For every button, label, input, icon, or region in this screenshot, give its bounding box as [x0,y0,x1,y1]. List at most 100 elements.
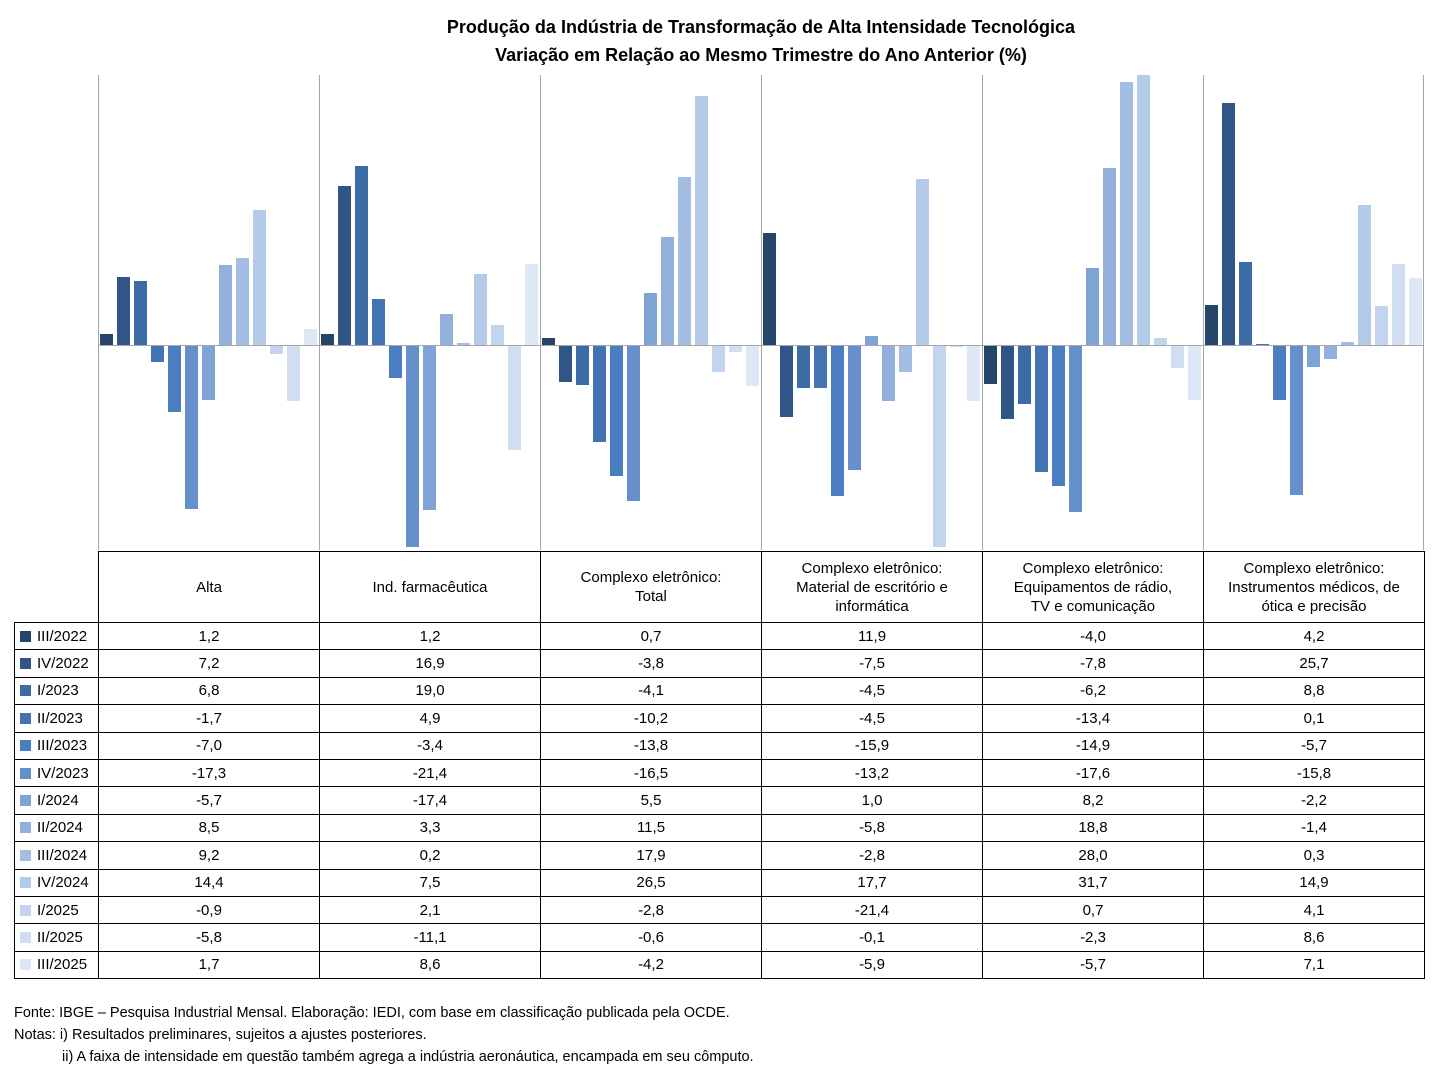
table-value-cell: -2,3 [982,923,1204,952]
table-row: II/2025 -5,8 -11,1 -0,6 -0,1 -2,3 8,6 [14,923,1425,952]
table-row: III/2023 -7,0 -3,4 -13,8 -15,9 -14,9 -5,7 [14,731,1425,760]
data-table: Alta Ind. farmacêutica Complexo eletrônico… [14,551,1425,980]
chart-bar [321,333,334,345]
table-row-label: II/2023 [14,704,99,733]
quarter-label: III/2023 [37,737,88,755]
legend-key-icon [20,767,31,779]
table-row-label: III/2025 [14,950,99,980]
legend-key-icon [20,931,31,943]
chart-bar [1137,75,1150,345]
table-value-cell: -0,6 [540,923,762,952]
table-value-cell: -17,4 [319,786,541,815]
chart-bar [610,346,623,476]
table-value-cell: 5,5 [540,786,762,815]
table-value-cell: -3,4 [319,731,541,760]
table-value-cell: 28,0 [982,841,1204,870]
chart-bar [661,236,674,345]
notes-line-2: ii) A faixa de intensidade em questão ta… [62,1049,754,1065]
table-corner-blank [15,552,99,623]
chart-bar [270,346,283,355]
notes-line-1: Notas: i) Resultados preliminares, sujei… [14,1027,427,1043]
table-row: I/2025 -0,9 2,1 -2,8 -21,4 0,7 4,1 [14,895,1425,925]
table-row: III/2024 9,2 0,2 17,9 -2,8 28,0 0,3 [14,841,1425,870]
panel-separator-gridline [319,75,320,550]
chart-bar [236,258,249,345]
table-row-label: IV/2022 [14,649,99,678]
chart-bar [1256,344,1269,345]
table-value-cell: 11,5 [540,813,762,843]
table-row-label: III/2024 [14,841,99,870]
quarter-label: II/2025 [37,928,83,946]
legend-key-icon [20,959,31,971]
panel-separator-gridline [1203,75,1204,550]
table-column-header: Complexo eletrônico: Total [540,551,762,623]
table-row-label: I/2025 [14,895,99,925]
chart-bar [185,346,198,509]
chart-bar [1120,81,1133,345]
legend-key-icon [20,712,31,724]
chart-bar [100,333,113,345]
chart-bar [168,346,181,412]
chart-bar [219,265,232,345]
table-value-cell: -17,6 [982,758,1204,788]
chart-bar [1273,346,1286,400]
table-value-cell: -4,5 [761,704,983,733]
chart-bar [814,346,827,389]
table-row-label: III/2022 [14,621,99,651]
quarter-label: I/2024 [37,792,79,810]
legend-key-icon [20,849,31,861]
table-value-cell: -6,2 [982,676,1204,706]
table-column-header: Complexo eletrônico: Material de escritó… [761,551,983,623]
table-value-cell: -7,5 [761,649,983,678]
table-value-cell: -4,1 [540,676,762,706]
chart-bar [202,346,215,400]
legend-key-icon [20,685,31,697]
table-value-cell: -21,4 [319,758,541,788]
chart-bar [831,346,844,496]
chart-bar [1069,346,1082,512]
chart-bar [491,325,504,345]
table-row: III/2025 1,7 8,6 -4,2 -5,9 -5,7 7,1 [14,950,1425,980]
table-value-cell: 1,2 [319,621,541,651]
table-row: I/2024 -5,7 -17,4 5,5 1,0 8,2 -2,2 [14,786,1425,815]
chart-bar [542,338,555,345]
table-value-cell: 1,2 [98,621,320,651]
table-value-cell: -2,8 [761,841,983,870]
legend-key-icon [20,822,31,834]
table-value-cell: 4,2 [1203,621,1425,651]
table-value-cell: -14,9 [982,731,1204,760]
chart-bar [593,346,606,442]
table-value-cell: -2,8 [540,895,762,925]
table-value-cell: -0,9 [98,895,320,925]
chart-bar [1035,346,1048,473]
chart-bar [559,346,572,382]
chart-bar [338,186,351,345]
table-value-cell: -1,7 [98,704,320,733]
table-column-header: Ind. farmacêutica [319,551,541,623]
table-column-header: Alta [98,551,320,623]
legend-key-icon [20,795,31,807]
table-value-cell: 8,6 [1203,923,1425,952]
chart-bar [576,346,589,385]
quarter-label: II/2023 [37,709,83,727]
table-row: IV/2024 14,4 7,5 26,5 17,7 31,7 14,9 [14,868,1425,897]
table-value-cell: 8,5 [98,813,320,843]
chart-bar [882,346,895,401]
chart-bar [746,346,759,386]
table-row-label: II/2024 [14,813,99,843]
chart-bar [1341,342,1354,345]
table-value-cell: 0,1 [1203,704,1425,733]
table-value-cell: 4,9 [319,704,541,733]
table-row-label: IV/2024 [14,868,99,897]
chart-bar [117,277,130,345]
chart-bar [797,346,810,389]
chart-bar [355,166,368,345]
chart-bar [525,264,538,345]
table-value-cell: -5,8 [761,813,983,843]
chart-bar [627,346,640,502]
chart-title-line2: Variação em Relação ao Mesmo Trimestre d… [495,45,1027,65]
panel-separator-gridline [1423,75,1424,550]
table-value-cell: -17,3 [98,758,320,788]
table-value-cell: -10,2 [540,704,762,733]
panel-separator-gridline [761,75,762,550]
